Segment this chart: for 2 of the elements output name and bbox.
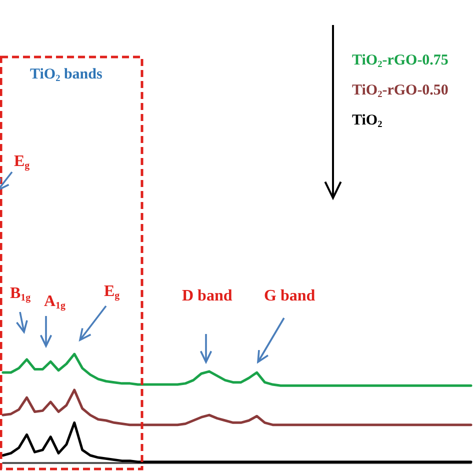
text: G band — [264, 288, 316, 304]
text: D band — [182, 288, 232, 304]
